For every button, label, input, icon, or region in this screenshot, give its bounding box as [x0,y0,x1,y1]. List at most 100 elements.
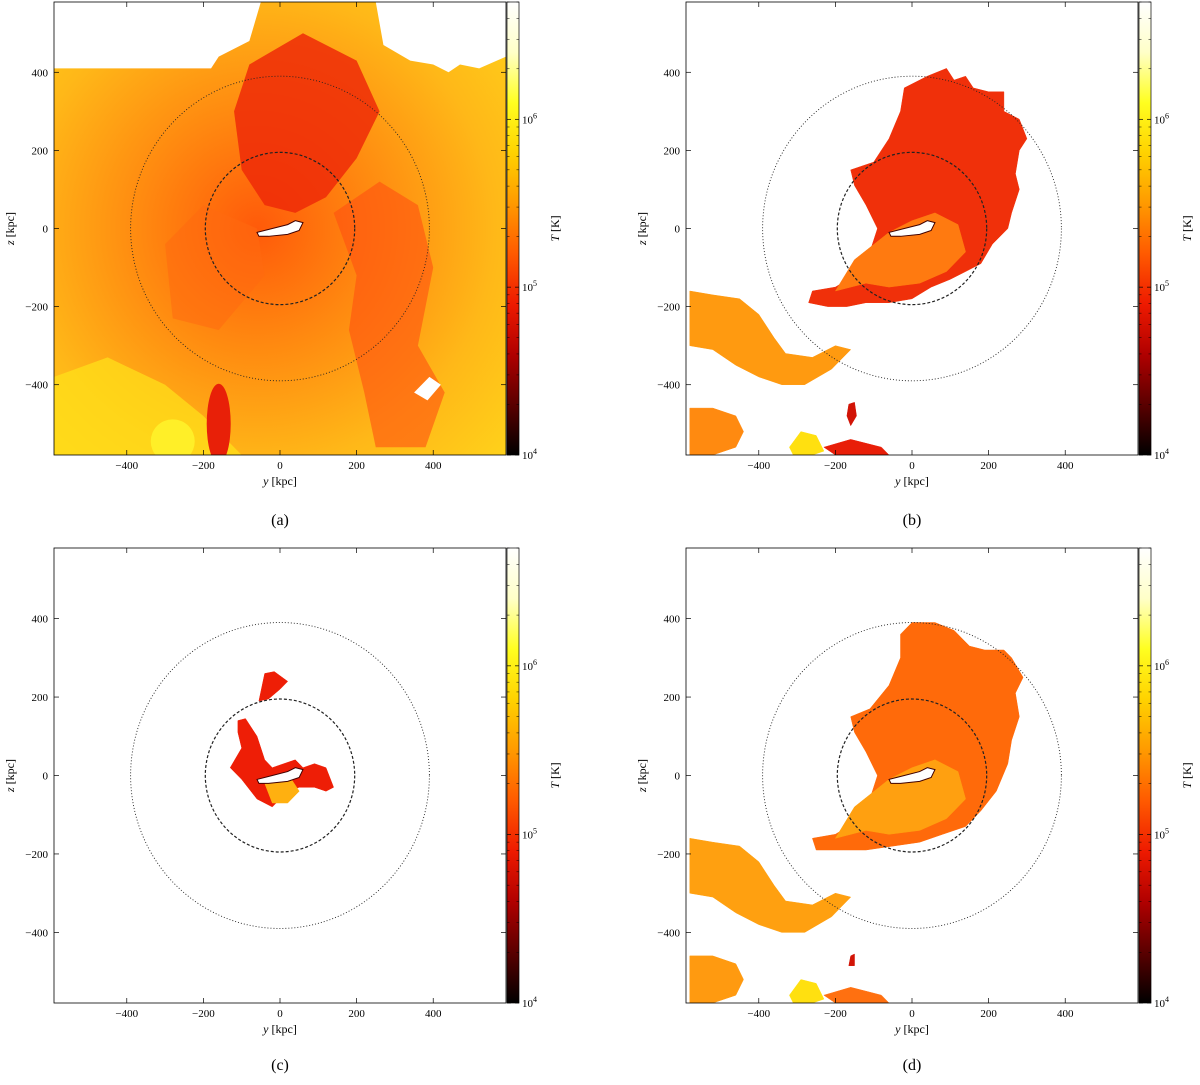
y-axis-label: z [kpc] [635,759,649,793]
plot-area [686,2,1138,455]
colorbar [1138,1,1152,456]
gas-region [789,431,825,455]
panel-b: −400 −200 0 200 400 −400 −200 0 200 400 y [kpc] z [… [635,1,1194,529]
x-axis-label: y [kpc] [262,474,297,488]
gas-region [789,979,825,1003]
colorbar-tick-label: 104 [522,995,537,1010]
x-axis-label: y [kpc] [894,1022,929,1036]
gas-region [812,622,1024,851]
y-tick-label: −400 [25,380,48,392]
colorbar [506,1,520,456]
colorbar-label: T [K] [1180,215,1194,241]
panel-a: −400 −200 0 200 400 −400 −200 0 200 400 y [kpc] z [… [3,1,562,529]
colorbar-tick-label: 106 [1154,658,1169,673]
colorbar-tick-label: 106 [522,658,537,673]
colorbar-label: T [K] [1180,762,1194,788]
panel-d: −400 −200 0 200 400 −400 −200 0 200 400 y [kpc] z [… [635,547,1194,1074]
outer-radius-circle [762,75,1062,382]
galaxy-core-mask [256,220,304,237]
cool-gas-clump [150,419,195,455]
y-tick-label: 0 [43,224,49,236]
gas-region [229,718,334,808]
gas-region [848,953,855,966]
warm-gas-region [333,181,445,448]
gas-region [846,401,857,427]
x-tick-label: −200 [192,460,215,472]
outer-radius-circle [130,75,430,382]
inner-radius-circle [836,151,988,306]
plot-area [54,2,506,455]
panel-caption: (d) [903,1057,922,1074]
plot-area [686,548,1138,1003]
y-tick-label: 0 [43,771,49,783]
inner-radius-circle [204,698,356,853]
x-tick-label: −200 [824,1008,847,1020]
x-tick-label: 0 [277,1008,283,1020]
panel-caption: (b) [903,512,922,529]
x-tick-label: −400 [115,1008,138,1020]
gas-region [689,838,852,933]
colorbar-tick-label: 105 [522,826,537,841]
y-tick-label: 200 [664,692,681,704]
x-tick-label: 0 [909,460,915,472]
y-tick-label: −200 [657,302,680,314]
colorbar [506,547,520,1004]
outer-radius-circle [762,622,1062,929]
colorbar [1138,547,1152,1004]
colorbar-tick-label: 105 [1154,279,1169,294]
panel-c: −400 −200 0 200 400 −400 −200 0 200 400 y [kpc] z [… [3,547,562,1074]
x-tick-label: 200 [348,460,365,472]
gas-region [834,212,966,292]
colorbar-tick-label: 105 [522,279,537,294]
x-tick-label: 0 [277,460,283,472]
x-tick-label: −200 [824,460,847,472]
gas-region [823,987,890,1003]
y-tick-label: 0 [675,224,681,236]
gas-region [689,290,852,385]
plot-area [54,548,506,1003]
y-axis-label: z [kpc] [635,212,649,246]
colorbar-label: T [K] [548,215,562,241]
y-tick-label: 400 [664,67,681,79]
x-tick-label: −400 [747,1008,770,1020]
colorbar-tick-label: 104 [522,447,537,462]
galaxy-core-mask [888,767,936,784]
y-axis-label: z [kpc] [3,212,17,246]
colorbar-tick-label: 104 [1154,447,1169,462]
warm-gas-region [165,205,265,331]
y-axis-label: z [kpc] [3,759,17,793]
masked-region [54,2,261,69]
y-tick-label: −400 [657,380,680,392]
gas-region [258,671,289,702]
y-tick-label: −400 [25,927,48,939]
gas-region [689,407,744,455]
colorbar-tick-label: 106 [1154,111,1169,126]
colorbar-tick-label: 104 [1154,995,1169,1010]
cool-gas-region [54,357,242,455]
x-axis-label: y [kpc] [262,1022,297,1036]
galaxy-core-mask [888,220,936,237]
y-tick-label: −400 [657,927,680,939]
panel-caption: (a) [271,512,289,529]
x-tick-label: 0 [909,1008,915,1020]
y-tick-label: 200 [664,145,681,157]
gas-region [823,439,890,455]
panel-caption: (c) [271,1057,289,1074]
y-tick-label: 400 [32,67,49,79]
hot-gas-clump [206,383,231,455]
x-tick-label: 400 [1057,1008,1074,1020]
colorbar-label: T [K] [548,762,562,788]
y-tick-label: 0 [675,771,681,783]
y-tick-label: 400 [664,614,681,626]
x-tick-label: 200 [980,1008,997,1020]
y-tick-label: 200 [32,692,49,704]
inner-radius-circle [836,698,988,853]
inner-radius-circle [204,151,356,306]
x-tick-label: 400 [425,460,442,472]
masked-region [414,376,441,401]
x-axis-label: y [kpc] [894,474,929,488]
masked-region [375,2,506,73]
x-tick-label: 400 [425,1008,442,1020]
x-tick-label: 400 [1057,460,1074,472]
y-tick-label: 200 [32,145,49,157]
